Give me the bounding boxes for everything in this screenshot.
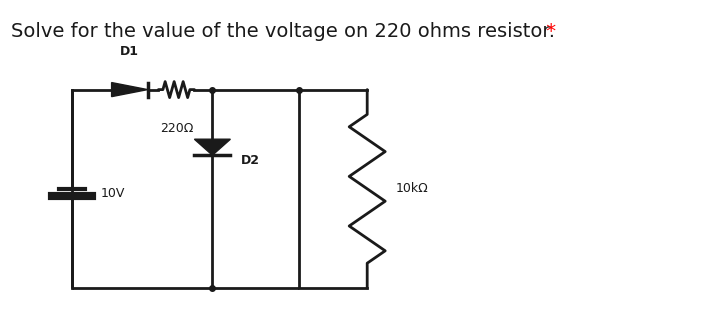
Text: 10V: 10V xyxy=(101,187,125,200)
Polygon shape xyxy=(112,83,148,97)
Polygon shape xyxy=(194,139,230,155)
Text: D1: D1 xyxy=(120,44,139,58)
Text: 220Ω: 220Ω xyxy=(160,122,193,135)
Text: *: * xyxy=(540,22,556,41)
Text: D2: D2 xyxy=(241,154,260,166)
Text: Solve for the value of the voltage on 220 ohms resistor.: Solve for the value of the voltage on 22… xyxy=(11,22,555,41)
Text: 10kΩ: 10kΩ xyxy=(396,182,428,195)
